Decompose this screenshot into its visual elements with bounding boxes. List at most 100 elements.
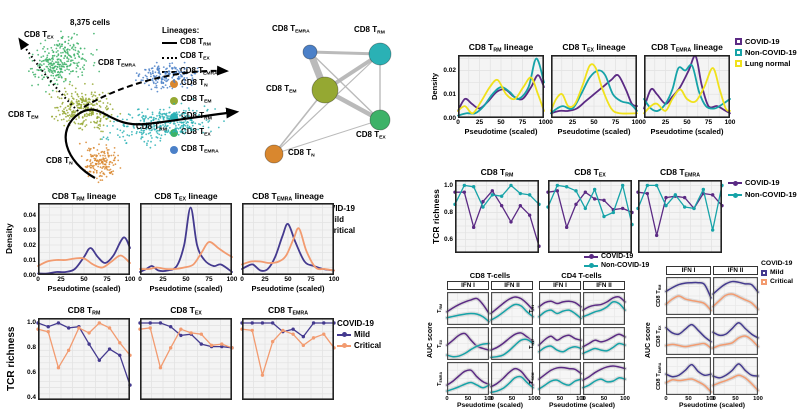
network-label-trm: CD8 TRM bbox=[354, 25, 385, 36]
auc_cd8-cell-2 bbox=[445, 327, 491, 360]
y-tick: 0.4 bbox=[26, 394, 36, 401]
y-tick: 0.03 bbox=[23, 226, 36, 234]
x-tick: 100 bbox=[328, 276, 340, 283]
legend-label: Mild bbox=[770, 269, 784, 276]
auc_cd8-cell-0 bbox=[445, 292, 491, 325]
x-tick: 25 bbox=[57, 276, 65, 283]
y-tick: 1.0 bbox=[26, 319, 36, 327]
auc_severity-cell-0 bbox=[664, 277, 713, 315]
x-tick: 75 bbox=[704, 119, 713, 126]
tcr_severity-plot-1 bbox=[138, 318, 234, 401]
x-tick: 0 bbox=[711, 396, 715, 402]
x-axis-label: Pseudotime (scaled) bbox=[678, 402, 746, 409]
auc_cd4-cell-0 bbox=[537, 292, 583, 325]
y-tick: 0.8 bbox=[26, 344, 36, 352]
network-node-temra bbox=[302, 44, 318, 60]
umap-label-4: CD8 TN bbox=[46, 156, 73, 167]
tcr_infection-plot-1 bbox=[546, 180, 634, 254]
auc_severity-cell-1 bbox=[711, 277, 760, 315]
density_severity-panel-title: CD8 TEX lineage bbox=[154, 191, 218, 203]
legend-item-critical: Critical bbox=[761, 277, 793, 286]
x-tick: 50 bbox=[590, 119, 598, 126]
x-tick: 25 bbox=[475, 119, 484, 126]
x-tick: 50 bbox=[685, 396, 692, 402]
legend-item-noncovid: Non-COVID-19 bbox=[728, 189, 797, 201]
tcr_infection-panel-title: CD8 TEX bbox=[574, 167, 606, 179]
severity-legend-title: COVID-19 bbox=[318, 204, 355, 213]
x-tick: 25 bbox=[661, 119, 670, 126]
x-tick: 0 bbox=[581, 396, 585, 402]
network-label-temra: CD8 TEMRA bbox=[272, 24, 310, 35]
x-tick: 0 bbox=[240, 276, 244, 283]
y-tick: 0.8 bbox=[443, 208, 453, 216]
y-tick: 0.04 bbox=[23, 211, 36, 219]
legend-label: Non-COVID-19 bbox=[745, 190, 797, 199]
y-tick: 0.6 bbox=[26, 369, 36, 377]
tem-swatch bbox=[170, 96, 178, 105]
x-tick: 100 bbox=[631, 119, 643, 126]
row-label-2: TEMRA bbox=[437, 371, 443, 386]
x-tick: 75 bbox=[611, 119, 620, 126]
legend-label: Mild bbox=[328, 215, 344, 224]
tcr-severity-ylabel: TCR richness bbox=[6, 326, 17, 392]
x-tick: 100 bbox=[724, 119, 736, 126]
row-label-0: TH1 bbox=[529, 304, 535, 313]
tcr-severity-legend: COVID-19 Mild Critical bbox=[337, 318, 381, 351]
trm-swatch bbox=[170, 112, 178, 121]
lineage-legend-title: Lineages: bbox=[162, 26, 200, 35]
x-axis-label: Pseudotime (scaled) bbox=[557, 127, 631, 136]
tn-swatch bbox=[170, 80, 178, 89]
umap-cell-count: 8,375 cells bbox=[70, 18, 111, 27]
network-node-tem bbox=[311, 76, 339, 104]
x-tick: 100 bbox=[484, 396, 494, 402]
auc-infection-legend: COVID-19 Non-COVID-19 bbox=[584, 252, 649, 270]
tcr_severity-panel-title: CD8 TEX bbox=[170, 305, 202, 317]
y-tick: 0.00 bbox=[443, 114, 456, 122]
auc_severity-cell-3 bbox=[711, 317, 760, 355]
legend-label: COVID-19 bbox=[601, 253, 634, 260]
density_infection-plot-1 bbox=[550, 55, 638, 119]
network-node-tn bbox=[264, 144, 284, 164]
x-tick: 100 bbox=[753, 396, 763, 402]
col-header-0: IFN I bbox=[666, 266, 711, 275]
covid-line-swatch bbox=[584, 254, 598, 259]
auc-cd8-title: CD8 T-cells bbox=[469, 271, 511, 280]
covid-line-swatch bbox=[728, 180, 742, 186]
legend-label: CD8 TEX bbox=[181, 127, 211, 138]
density_severity-panel-title: CD8 TEMRA lineage bbox=[252, 191, 324, 203]
dotted-line-swatch bbox=[162, 56, 177, 59]
tcr-infection-legend: COVID-19 Non-COVID-19 bbox=[728, 177, 797, 201]
umap-plot bbox=[18, 30, 240, 184]
x-tick: 50 bbox=[732, 396, 739, 402]
umap-label-1: CD8 TEMRA bbox=[98, 58, 136, 69]
umap-label-0: CD8 TEX bbox=[24, 30, 54, 41]
legend-label: CD8 TEX bbox=[180, 51, 210, 62]
legend-item-noncovid: Non-COVID-19 bbox=[584, 261, 649, 270]
legend-item-covid: COVID-19 bbox=[735, 36, 797, 47]
x-axis-label: Pseudotime (scaled) bbox=[149, 284, 223, 293]
legend-label: CD8 TRM bbox=[180, 37, 211, 48]
non-covid-line-swatch bbox=[584, 263, 598, 268]
density_infection-panel-title: CD8 TRM lineage bbox=[468, 42, 534, 54]
y-tick: 0.02 bbox=[443, 66, 456, 74]
auc-severity-ylabel: AUC score bbox=[645, 322, 652, 358]
network-label-tn: CD8 TN bbox=[288, 148, 315, 159]
density_severity-panel-title: CD8 TRM lineage bbox=[51, 191, 117, 203]
x-tick: 75 bbox=[103, 276, 111, 283]
y-tick: 0.01 bbox=[443, 90, 456, 98]
legend-item-tex: CD8 TEX bbox=[170, 125, 219, 141]
network-label-tex: CD8 TEX bbox=[356, 130, 386, 141]
x-tick: 50 bbox=[600, 396, 608, 402]
y-tick: 0.02 bbox=[23, 241, 36, 249]
auc-cd8-ylabel: AUC score bbox=[427, 322, 434, 358]
lung-normal-swatch bbox=[735, 60, 742, 67]
y-tick: 0.01 bbox=[23, 256, 36, 264]
network-node-tex bbox=[369, 109, 391, 131]
critical-swatch bbox=[761, 278, 767, 285]
tcr_infection-panel-title: CD8 TRM bbox=[480, 167, 514, 179]
tcr_infection-panel-title: CD8 TEMRA bbox=[659, 167, 701, 179]
x-tick: 50 bbox=[497, 119, 505, 126]
covid-swatch bbox=[735, 38, 742, 45]
mild-swatch bbox=[761, 269, 767, 276]
